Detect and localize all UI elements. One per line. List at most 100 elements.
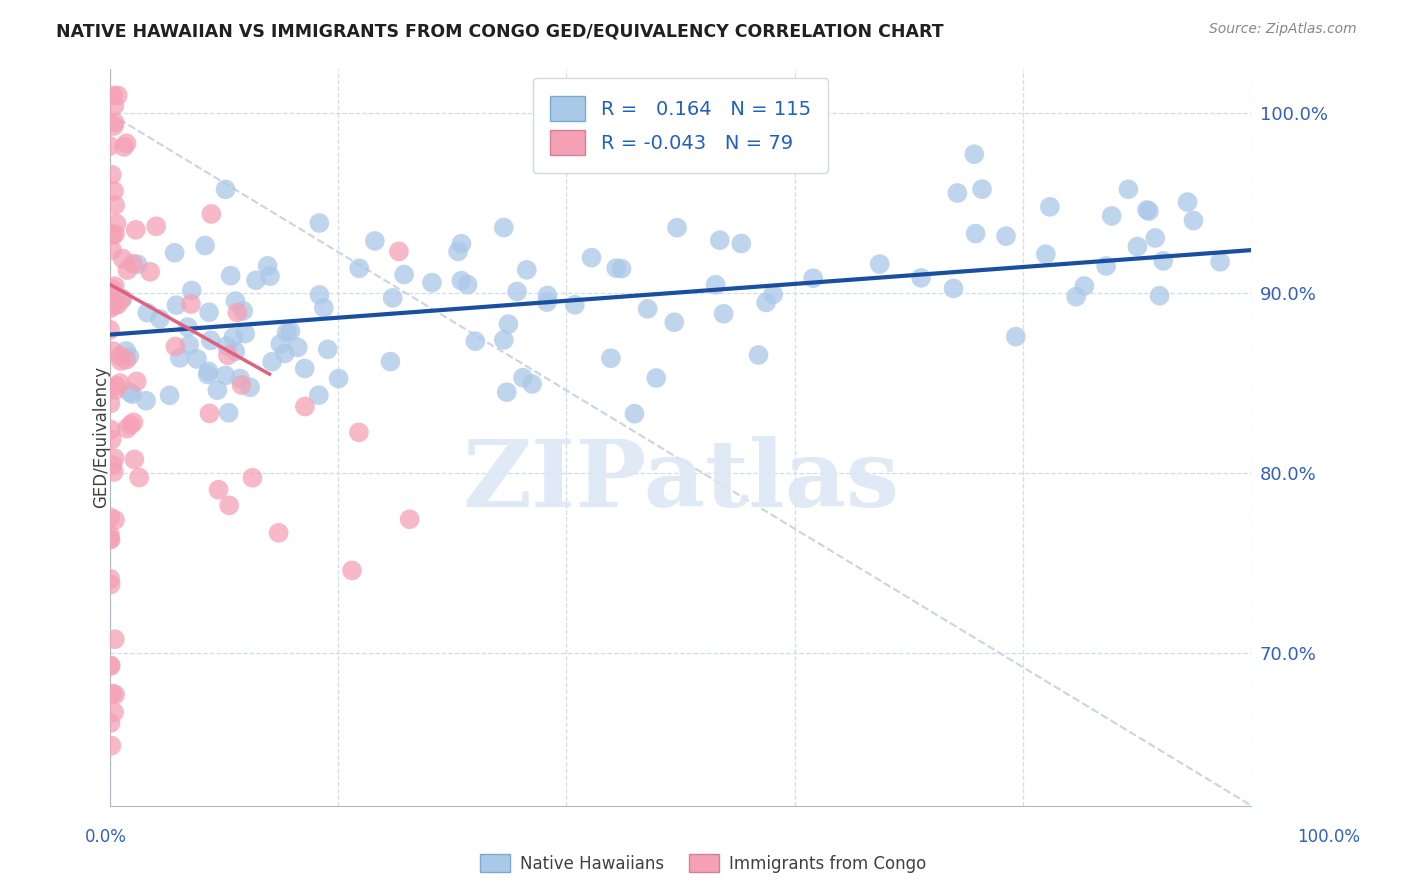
Point — [1177, 195, 1199, 210]
Point — [179, 338, 201, 352]
Point — [98, 528, 121, 542]
Point — [101, 686, 124, 700]
Point — [224, 294, 246, 309]
Point — [104, 115, 127, 129]
Point — [139, 265, 162, 279]
Point — [910, 270, 932, 285]
Point — [169, 351, 191, 365]
Point — [995, 229, 1018, 244]
Point — [645, 371, 668, 385]
Point — [747, 348, 769, 362]
Point — [420, 276, 443, 290]
Point — [262, 355, 284, 369]
Point — [316, 343, 339, 357]
Point — [135, 393, 157, 408]
Point — [207, 383, 229, 397]
Point — [124, 452, 146, 467]
Point — [294, 400, 316, 414]
Text: 0.0%: 0.0% — [84, 828, 127, 846]
Point — [120, 417, 142, 432]
Point — [128, 470, 150, 484]
Point — [294, 361, 316, 376]
Point — [103, 299, 125, 313]
Point — [664, 315, 686, 329]
Point — [730, 236, 752, 251]
Point — [312, 301, 335, 315]
Point — [214, 182, 236, 196]
Point — [217, 348, 239, 362]
Point — [122, 416, 145, 430]
Point — [605, 261, 627, 276]
Point — [259, 269, 281, 284]
Point — [100, 577, 122, 591]
Point — [492, 220, 515, 235]
Point — [242, 471, 264, 485]
Point — [1209, 254, 1232, 268]
Point — [347, 425, 370, 440]
Point — [207, 483, 229, 497]
Point — [233, 326, 256, 341]
Point — [599, 351, 621, 366]
Point — [200, 207, 222, 221]
Point — [165, 339, 187, 353]
Point — [98, 323, 121, 337]
Point — [198, 406, 221, 420]
Point — [239, 380, 262, 394]
Point — [197, 364, 219, 378]
Point — [100, 423, 122, 437]
Point — [107, 298, 129, 312]
Point — [117, 263, 139, 277]
Point — [115, 421, 138, 435]
Point — [100, 433, 122, 447]
Point — [869, 257, 891, 271]
Point — [101, 88, 124, 103]
Point — [110, 354, 132, 368]
Point — [176, 320, 198, 334]
Point — [970, 182, 993, 196]
Point — [108, 349, 131, 363]
Point — [101, 168, 124, 182]
Point — [115, 136, 138, 151]
Point — [1064, 290, 1087, 304]
Point — [103, 705, 125, 719]
Point — [104, 513, 127, 527]
Point — [666, 220, 689, 235]
Point — [122, 257, 145, 271]
Point — [1118, 182, 1140, 196]
Point — [224, 344, 246, 359]
Point — [1004, 329, 1026, 343]
Point — [108, 376, 131, 390]
Point — [232, 303, 254, 318]
Point — [105, 379, 128, 393]
Point — [222, 330, 245, 344]
Point — [118, 350, 141, 364]
Point — [214, 368, 236, 383]
Point — [709, 233, 731, 247]
Point — [1101, 209, 1123, 223]
Point — [1126, 239, 1149, 253]
Point — [269, 337, 291, 351]
Point — [536, 295, 558, 310]
Point — [105, 217, 128, 231]
Point — [98, 139, 121, 153]
Point — [125, 375, 148, 389]
Point — [942, 281, 965, 295]
Text: 100.0%: 100.0% — [1298, 828, 1360, 846]
Point — [704, 277, 727, 292]
Point — [218, 406, 240, 420]
Legend: Native Hawaiians, Immigrants from Congo: Native Hawaiians, Immigrants from Congo — [474, 847, 932, 880]
Point — [118, 385, 141, 400]
Point — [112, 140, 135, 154]
Point — [198, 305, 221, 319]
Point — [103, 98, 125, 112]
Point — [136, 306, 159, 320]
Point — [111, 292, 134, 306]
Point — [163, 245, 186, 260]
Point — [280, 324, 302, 338]
Point — [457, 277, 479, 292]
Point — [104, 227, 127, 241]
Point — [215, 339, 238, 353]
Point — [180, 297, 202, 311]
Point — [98, 572, 121, 586]
Point — [1095, 259, 1118, 273]
